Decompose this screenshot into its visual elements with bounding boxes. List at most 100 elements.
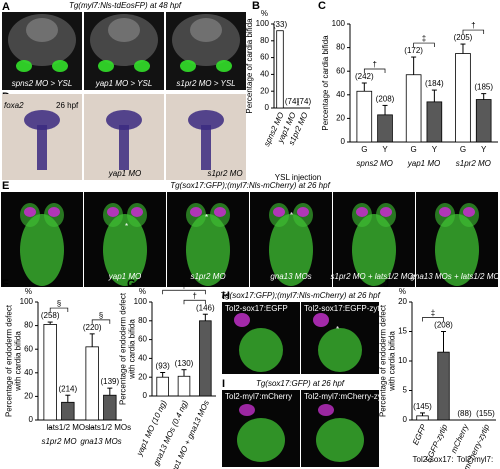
stain: [380, 207, 392, 217]
y-unit: %: [399, 287, 406, 296]
label: C: [318, 0, 326, 12]
significance-bracket: [363, 68, 386, 73]
x-tick-label: mCherry: [449, 422, 471, 455]
y-tick-label: 5: [403, 386, 408, 395]
bar: [377, 114, 393, 143]
significance-symbol: †: [192, 291, 196, 300]
significance-symbol: ‡: [422, 34, 426, 43]
y-tick-label: 80: [24, 321, 33, 330]
x-tick-label: Y: [382, 145, 388, 154]
significance-symbol: §: [99, 311, 103, 320]
y-tick-label: 0: [143, 391, 148, 400]
stain: [108, 18, 140, 42]
stain: [297, 207, 309, 217]
y-tick-label: 20: [398, 297, 407, 306]
label: 26 hpf: [56, 101, 79, 110]
label: s1pr2 MO + lats1/2 MOs: [331, 272, 418, 281]
y-tick-label: 0: [29, 415, 34, 424]
label: gna13 MOs: [270, 272, 311, 281]
n-label: (146): [196, 303, 215, 312]
n-label: (33): [273, 20, 288, 29]
significance-symbol: †: [182, 281, 186, 290]
label: J: [383, 278, 389, 290]
y-tick-label: 60: [24, 344, 33, 353]
y-tick-label: 10: [398, 356, 407, 365]
x-tick-label: –: [90, 423, 95, 432]
stain: [318, 404, 334, 416]
stain: [188, 110, 224, 130]
stain: [318, 328, 362, 372]
bar: [103, 394, 117, 421]
label: Tol2-sox17:EGFP-zytip: [304, 304, 386, 313]
stain: [134, 60, 150, 72]
y-axis-label: Percentage of endoderm defectwith cardia…: [119, 292, 137, 405]
stain: [103, 214, 147, 286]
significance-bracket: [462, 29, 485, 35]
bar: [475, 99, 492, 143]
significance-bracket: [91, 319, 111, 324]
n-label: (145): [413, 402, 432, 411]
n-label: (205): [454, 33, 473, 42]
label: Tol2-myl7:mCherry-zytip: [304, 392, 391, 401]
n-label: (88): [457, 409, 472, 418]
stain: [313, 313, 329, 327]
n-label: (184): [425, 79, 444, 88]
n-label: (155): [476, 409, 495, 418]
x-tick-label: Y: [432, 145, 438, 154]
stain: [180, 60, 196, 72]
bar: [356, 90, 373, 143]
significance-bracket: [162, 289, 206, 295]
stain: [239, 404, 255, 416]
x-tick-label: lats1/2 MOs: [46, 423, 89, 432]
y-tick-label: 60: [336, 66, 345, 75]
bar: [156, 376, 169, 397]
x-group-label: Tol2-sox17:: [413, 455, 454, 464]
significance-symbol: §: [57, 299, 61, 308]
stain: [190, 18, 222, 42]
y-tick-label: 0: [341, 137, 346, 146]
asterisk: *: [336, 325, 339, 334]
y-axis-label: Percentage of cardia bifida: [245, 18, 254, 114]
label: yap1 MO > YSL: [95, 79, 153, 88]
stain: [119, 125, 129, 170]
x-tick-label: EGFP: [411, 422, 429, 446]
y-tick-label: 0: [265, 103, 270, 112]
asterisk: *: [125, 222, 128, 231]
y-tick-label: 100: [20, 297, 34, 306]
label: foxa2: [4, 101, 24, 110]
label: s1pr2 MO > YSL: [176, 79, 235, 88]
y-tick-label: 20: [336, 114, 345, 123]
y-tick-label: 40: [138, 354, 147, 363]
stain: [106, 110, 142, 130]
n-label: (214): [58, 384, 77, 393]
x-group-label: yap1 MO: [407, 159, 440, 168]
bar: [455, 53, 471, 143]
y-tick-label: 15: [398, 327, 407, 336]
y-tick-label: 0: [403, 415, 408, 424]
bar: [276, 30, 284, 109]
stain: [435, 214, 479, 286]
y-tick-label: 20: [24, 392, 33, 401]
y-tick-label: 40: [260, 70, 269, 79]
label: F: [2, 278, 9, 290]
label: Tg(sox17:GFP) at 26 hpf: [256, 379, 345, 388]
y-unit: %: [139, 287, 146, 296]
bar: [426, 101, 443, 143]
bar: [43, 324, 57, 421]
stain: [201, 125, 211, 170]
x-tick-label: Y: [481, 145, 487, 154]
significance-symbol: †: [372, 60, 376, 69]
x-tick-label: G: [411, 145, 417, 154]
n-label: (139): [100, 377, 119, 386]
n-label: (258): [41, 311, 60, 320]
n-label: (74): [297, 97, 312, 106]
y-unit: %: [261, 9, 268, 18]
y-unit: %: [25, 287, 32, 296]
label: E: [2, 180, 9, 192]
label: H: [222, 290, 230, 302]
y-axis-label: Percentage of endoderm defectwith cardia…: [5, 304, 23, 417]
label: Tg(myl7:Nls-tdEosFP) at 48 hpf: [69, 1, 182, 10]
stain: [237, 418, 285, 462]
y-tick-label: 100: [256, 19, 270, 28]
